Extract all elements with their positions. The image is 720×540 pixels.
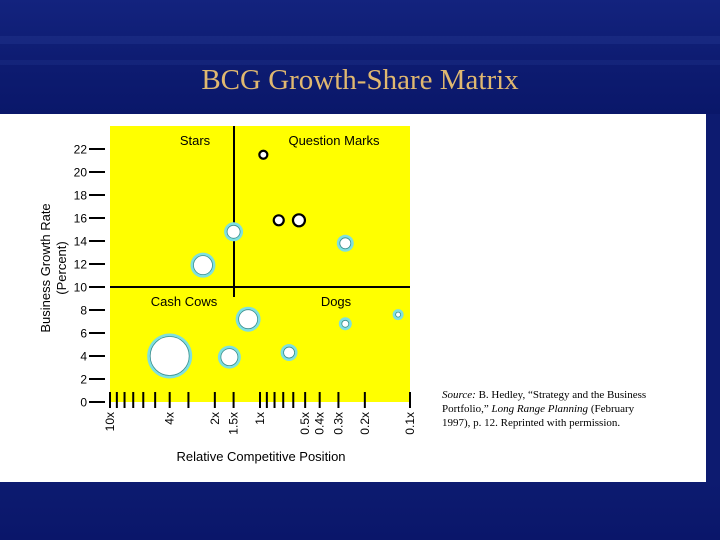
x-tick-label: 0.2x bbox=[358, 412, 372, 435]
bubble bbox=[217, 345, 241, 369]
y-axis-title-line2: (Percent) bbox=[54, 241, 69, 294]
bubble-circle bbox=[193, 255, 213, 276]
panel-edge bbox=[706, 114, 720, 482]
x-tick-label: 0.4x bbox=[313, 412, 327, 435]
bubble bbox=[336, 234, 354, 252]
bubble-circle bbox=[258, 149, 269, 160]
quadrant-label-question-marks: Question Marks bbox=[288, 133, 380, 148]
y-tick-label: 8 bbox=[80, 304, 87, 318]
bubble bbox=[272, 214, 285, 227]
bubble-circle bbox=[220, 348, 239, 367]
x-axis: 10x 4x 2x 1.5x 1x 0.5x 0.4x 0.3x 0.2x 0.1x bbox=[103, 392, 417, 435]
bubble bbox=[280, 344, 298, 362]
y-axis: 0 2 4 6 8 10 12 14 16 18 20 22 bbox=[74, 143, 105, 410]
source-label: Source: bbox=[442, 389, 476, 401]
x-tick-label: 4x bbox=[163, 412, 177, 425]
source-text-2: (February 1997), p. 12. Reprinted with p… bbox=[442, 403, 635, 429]
x-axis-title: Relative Competitive Position bbox=[176, 449, 345, 464]
bubble-circle bbox=[341, 319, 350, 328]
y-tick-label: 2 bbox=[80, 373, 87, 387]
y-tick-label: 10 bbox=[74, 281, 88, 295]
quadrant-label-dogs: Dogs bbox=[321, 294, 352, 309]
bubble bbox=[224, 222, 244, 242]
y-tick-label: 6 bbox=[80, 327, 87, 341]
source-citation: Source: B. Hedley, “Strategy and the Bus… bbox=[442, 388, 662, 430]
quadrant-labels: Stars Question Marks Cash Cows Dogs bbox=[151, 133, 380, 309]
x-tick-label: 2x bbox=[208, 412, 222, 425]
bubble-circle bbox=[238, 309, 259, 330]
bubbles bbox=[147, 149, 404, 379]
x-tick-label: 10x bbox=[103, 412, 117, 431]
bubble bbox=[392, 309, 404, 321]
source-text-1: B. Hedley, “Strategy and the Business Po… bbox=[442, 389, 647, 415]
y-tick-label: 0 bbox=[80, 396, 87, 410]
y-tick-label: 22 bbox=[74, 143, 88, 157]
quadrant-label-cash-cows: Cash Cows bbox=[151, 294, 218, 309]
y-tick-label: 4 bbox=[80, 350, 87, 364]
y-tick-label: 16 bbox=[74, 212, 88, 226]
bubble-circle bbox=[272, 214, 285, 227]
y-tick-label: 12 bbox=[74, 258, 88, 272]
bubble bbox=[291, 213, 307, 228]
bubble bbox=[190, 252, 216, 278]
slide-title: BCG Growth-Share Matrix bbox=[201, 64, 519, 96]
x-tick-label: 0.1x bbox=[403, 412, 417, 435]
x-tick-label: 0.5x bbox=[298, 412, 312, 435]
header-background bbox=[0, 0, 720, 114]
x-tick-label: 1.5x bbox=[227, 412, 241, 435]
bubble-circle bbox=[149, 336, 190, 376]
bubble bbox=[258, 149, 269, 160]
quadrant-label-stars: Stars bbox=[180, 133, 211, 148]
y-tick-label: 14 bbox=[74, 235, 88, 249]
source-journal: Long Range Planning bbox=[491, 403, 589, 415]
bubble-circle bbox=[395, 311, 402, 318]
bubble-circle bbox=[291, 213, 307, 228]
y-axis-title-line1: Business Growth Rate bbox=[38, 203, 53, 332]
footer-background bbox=[0, 482, 720, 540]
bubble bbox=[147, 333, 193, 379]
y-tick-label: 18 bbox=[74, 189, 88, 203]
bubble bbox=[338, 317, 352, 331]
bubble-circle bbox=[339, 237, 352, 250]
y-tick-label: 20 bbox=[74, 166, 88, 180]
x-tick-label: 0.3x bbox=[331, 412, 345, 435]
header-stripe bbox=[0, 60, 720, 65]
header-stripe bbox=[0, 36, 720, 44]
bubble-circle bbox=[283, 346, 295, 359]
bubble-circle bbox=[226, 224, 241, 239]
bubble bbox=[235, 306, 261, 332]
x-tick-label: 1x bbox=[253, 412, 267, 425]
